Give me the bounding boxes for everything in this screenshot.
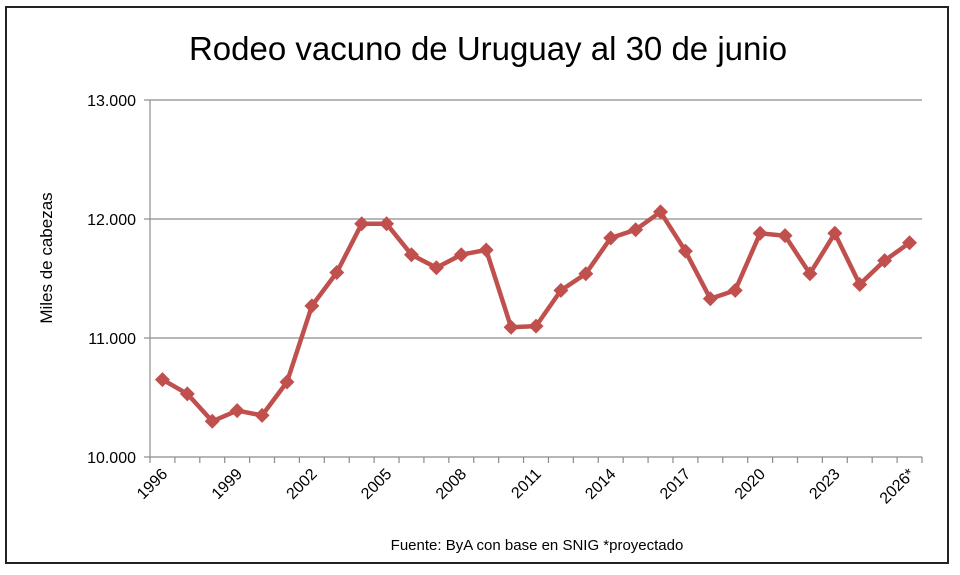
data-point xyxy=(852,276,868,292)
x-tick-label: 2014 xyxy=(582,466,619,503)
data-point xyxy=(653,204,669,220)
data-point xyxy=(179,386,195,402)
data-point xyxy=(603,230,619,246)
data-point xyxy=(752,225,768,241)
data-point xyxy=(453,247,469,263)
y-tick-label: 13.000 xyxy=(87,93,136,110)
data-point xyxy=(254,407,270,423)
data-point xyxy=(827,225,843,241)
data-point xyxy=(553,282,569,298)
x-tick-label: 1999 xyxy=(209,466,246,503)
data-point xyxy=(279,374,295,390)
data-point xyxy=(702,291,718,307)
data-point xyxy=(403,247,419,263)
y-tick-label: 12.000 xyxy=(87,212,136,229)
data-point xyxy=(304,298,320,314)
x-tick-label: 2017 xyxy=(657,466,694,503)
x-tick-label: 2011 xyxy=(508,466,544,502)
x-tick-label: 2005 xyxy=(358,466,395,503)
series-line xyxy=(161,209,911,424)
data-point xyxy=(877,253,893,269)
data-point xyxy=(727,282,743,298)
data-point xyxy=(503,319,519,335)
data-point xyxy=(478,242,494,258)
data-point xyxy=(154,372,170,388)
x-tick-label: 2026* xyxy=(877,466,919,508)
x-tick-label: 2023 xyxy=(806,466,843,503)
chart-title: Rodeo vacuno de Uruguay al 30 de junio xyxy=(188,30,788,67)
data-point xyxy=(677,243,693,259)
data-point xyxy=(777,228,793,244)
x-tick-label: 1996 xyxy=(134,466,171,503)
data-point xyxy=(528,318,544,334)
source-note: Fuente: ByA con base en SNIG *proyectado xyxy=(390,537,684,554)
data-point xyxy=(229,403,245,419)
y-tick-label: 10.000 xyxy=(87,450,136,467)
data-point xyxy=(802,266,818,282)
x-tick-label: 2008 xyxy=(433,466,470,503)
x-tick-label: 2002 xyxy=(284,466,321,503)
data-point xyxy=(329,265,345,281)
x-tick-label: 2020 xyxy=(732,466,769,503)
data-point xyxy=(628,222,644,238)
chart-frame xyxy=(5,6,949,564)
data-point xyxy=(902,235,918,251)
data-point xyxy=(578,266,594,282)
data-point xyxy=(428,260,444,276)
data-point xyxy=(354,216,370,232)
data-point xyxy=(204,413,220,429)
data-point xyxy=(379,216,395,232)
y-tick-label: 11.000 xyxy=(88,331,136,348)
